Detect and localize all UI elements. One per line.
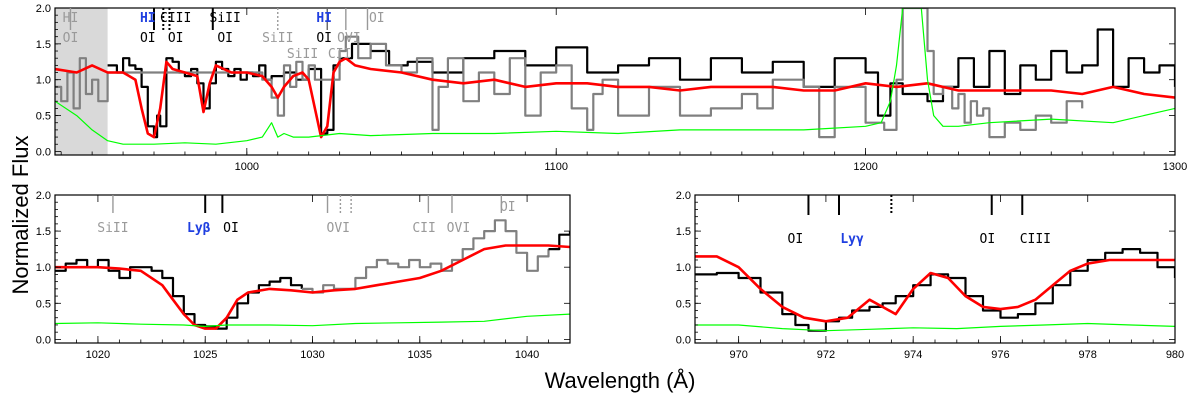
ion-label: HI: [140, 11, 156, 26]
series-error: [55, 313, 570, 327]
x-tick-label: 1025: [193, 349, 217, 361]
series-model: [55, 56, 1175, 139]
series-observed-black-end-: [548, 231, 570, 251]
series-observed-black-: [55, 258, 303, 330]
ion-label: SiII: [262, 31, 293, 46]
ion-label: CIII: [1020, 232, 1051, 247]
y-tick-label: 1.5: [676, 226, 691, 238]
y-tick-label: 0.5: [676, 298, 691, 310]
y-tick-label: 0.0: [36, 146, 51, 158]
x-tick-label: 978: [1079, 349, 1097, 361]
x-tick-label: 1035: [408, 349, 432, 361]
y-tick-label: 1.5: [36, 226, 51, 238]
panel-lyman-beta: 0.0 0.5 1.0 1.5 2.0 1020 1025 1030 1035 1040 SiII L…: [36, 190, 571, 361]
y-tick-label: 0.5: [36, 298, 51, 310]
ion-label: OI: [316, 31, 332, 46]
ion-label: OI: [223, 221, 239, 236]
ion-label: OVI: [337, 31, 360, 46]
ion-label: SiII: [97, 221, 128, 236]
y-tick-label: 1.5: [36, 39, 51, 51]
ion-label: OI: [369, 11, 385, 26]
x-tick-label: 976: [991, 349, 1009, 361]
y-tick-label: 2.0: [676, 190, 691, 202]
ion-label: OI: [168, 31, 184, 46]
series-model: [55, 244, 570, 330]
ion-label: OI: [500, 200, 516, 215]
x-tick-label: 1200: [853, 161, 877, 173]
plot-frame: [54, 7, 1176, 156]
y-axis-label: Normalized Flux: [8, 136, 33, 295]
y-tick-label: 1.0: [36, 75, 51, 87]
y-tick-label: 2.0: [36, 3, 51, 15]
ion-label: OI: [63, 31, 79, 46]
x-tick-label: 1020: [86, 349, 110, 361]
x-axis-label: Wavelength (Å): [545, 368, 696, 393]
series-model: [695, 255, 1175, 323]
y-tick-label: 0.0: [36, 334, 51, 346]
x-tick-label: 1100: [544, 161, 568, 173]
x-tick-label: 1040: [515, 349, 539, 361]
ion-label: HI: [316, 11, 332, 26]
ion-label: Lyγ: [840, 232, 864, 247]
y-tick-label: 2.0: [36, 190, 51, 202]
ion-label: SiII: [287, 47, 318, 62]
ion-label: OI: [788, 232, 804, 247]
y-tick-label: 0.0: [676, 334, 691, 346]
ion-label: Lyβ: [187, 221, 211, 236]
ion-label: OI: [980, 232, 996, 247]
series-error: [695, 322, 1175, 332]
x-tick-label: 1300: [1163, 161, 1187, 173]
y-tick-label: 0.5: [36, 111, 51, 123]
ion-label: CII: [328, 47, 351, 62]
ion-label: SiII: [210, 11, 241, 26]
series-error: [55, 8, 1175, 145]
ion-label: CIII: [160, 11, 191, 26]
y-tick-label: 1.0: [676, 262, 691, 274]
ion-label: OVI: [327, 221, 350, 236]
ion-label: OI: [140, 31, 156, 46]
x-tick-label: 972: [817, 349, 835, 361]
ion-label: OVI: [447, 221, 470, 236]
ion-label: CII: [412, 221, 435, 236]
x-tick-label: 1030: [300, 349, 324, 361]
series-observed-gray-: [55, 8, 1084, 139]
y-tick-label: 1.0: [36, 262, 51, 274]
plot-frame: [694, 194, 1176, 344]
x-tick-label: 1000: [235, 161, 259, 173]
x-tick-label: 974: [904, 349, 922, 361]
panel-lyman-gamma: 0.0 0.5 1.0 1.5 2.0 970 972 974 976 978 980 OI Lyγ OI…: [676, 190, 1184, 361]
ion-label: HI: [63, 11, 79, 26]
ion-label: OI: [217, 31, 233, 46]
x-tick-label: 970: [729, 349, 747, 361]
x-tick-label: 980: [1166, 349, 1184, 361]
